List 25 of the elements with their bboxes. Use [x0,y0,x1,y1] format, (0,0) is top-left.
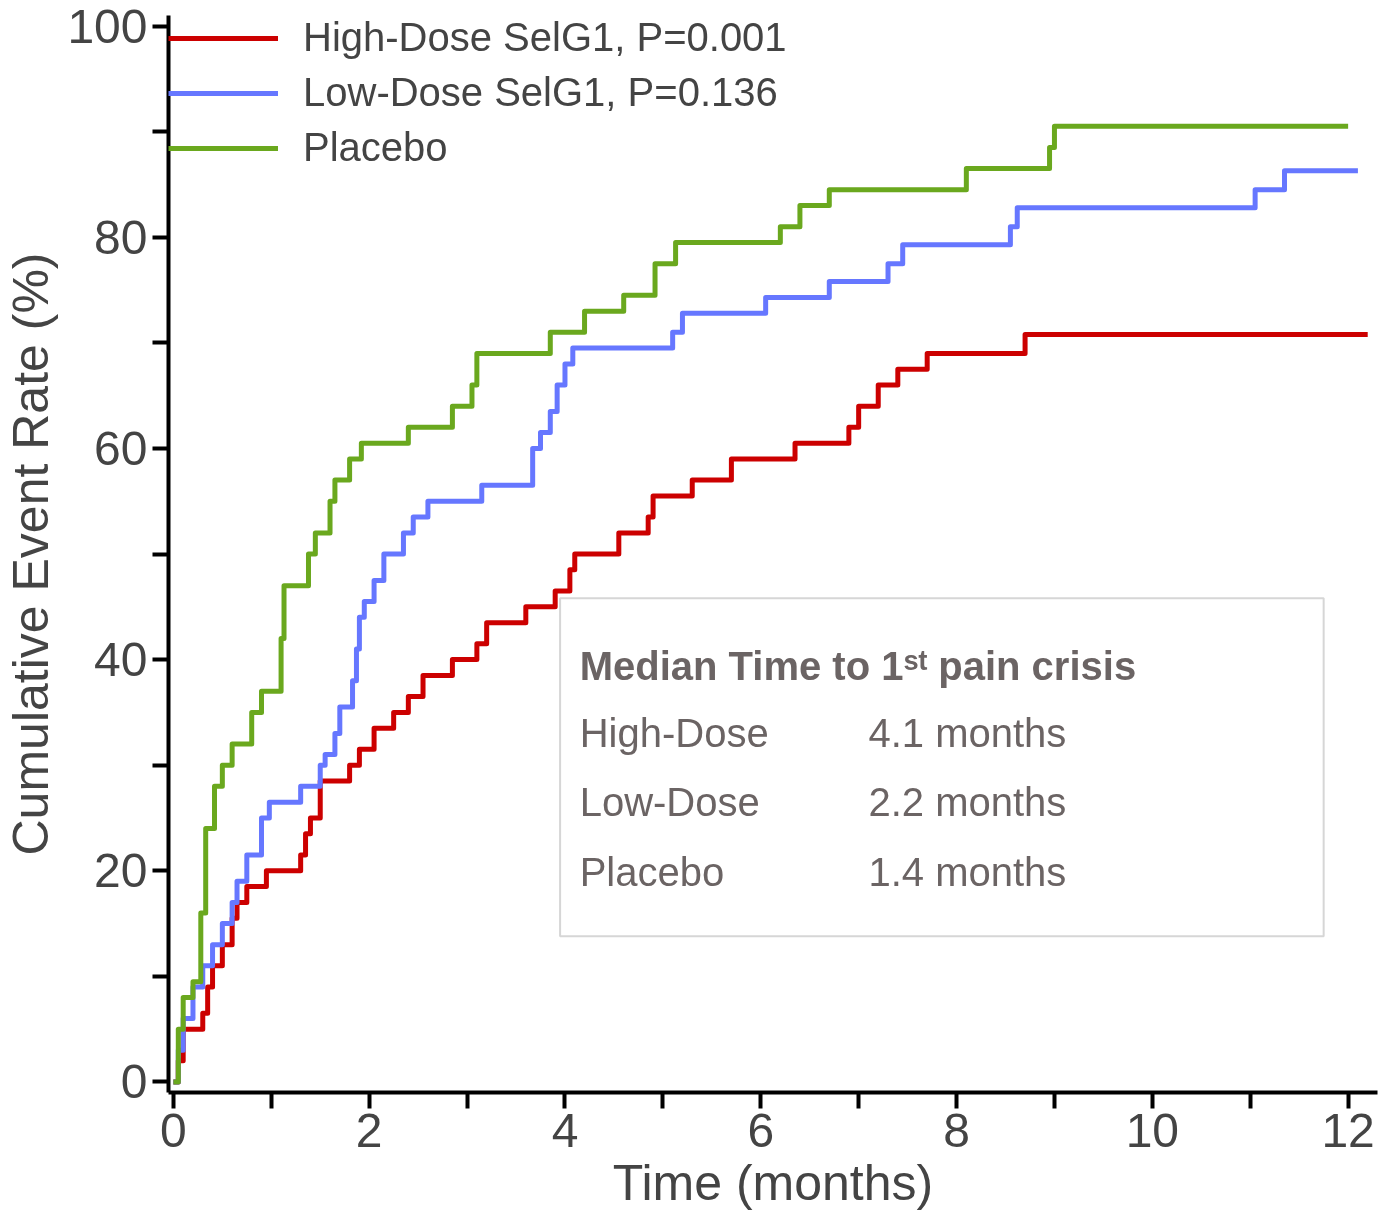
legend-label: High-Dose SelG1, P=0.001 [303,15,787,60]
legend-label: Low-Dose SelG1, P=0.136 [303,70,778,115]
legend-label: Placebo [303,125,448,170]
y-tick-label: 100 [67,0,148,53]
y-tick-label: 80 [94,210,148,264]
annotation: 1.4 months [868,849,1067,894]
x-tick-label: 8 [943,1103,970,1157]
annotation: Low-Dose [579,780,760,825]
x-tick-label: 4 [551,1103,579,1157]
annotation: Median Time to 1ˢᵗ pain crisis [579,644,1137,689]
x-tick-label: 12 [1321,1103,1375,1157]
y-tick-label: 20 [94,844,148,898]
x-tick-label: 0 [160,1103,187,1157]
annotation: 4.1 months [868,710,1067,755]
y-tick-label: 0 [120,1055,148,1109]
annotation: Placebo [579,849,725,894]
x-tick-label: 6 [747,1103,775,1157]
x-tick-label: 2 [355,1103,383,1157]
x-tick-label: 10 [1125,1103,1180,1157]
y-axis-title: Cumulative Event Rate (%) [3,252,60,856]
y-tick-label: 60 [94,421,148,475]
y-tick-label: 40 [94,633,148,687]
annotation: 2.2 months [868,780,1067,825]
annotation: High-Dose [579,710,769,755]
x-axis-title: Time (months) [612,1154,934,1211]
